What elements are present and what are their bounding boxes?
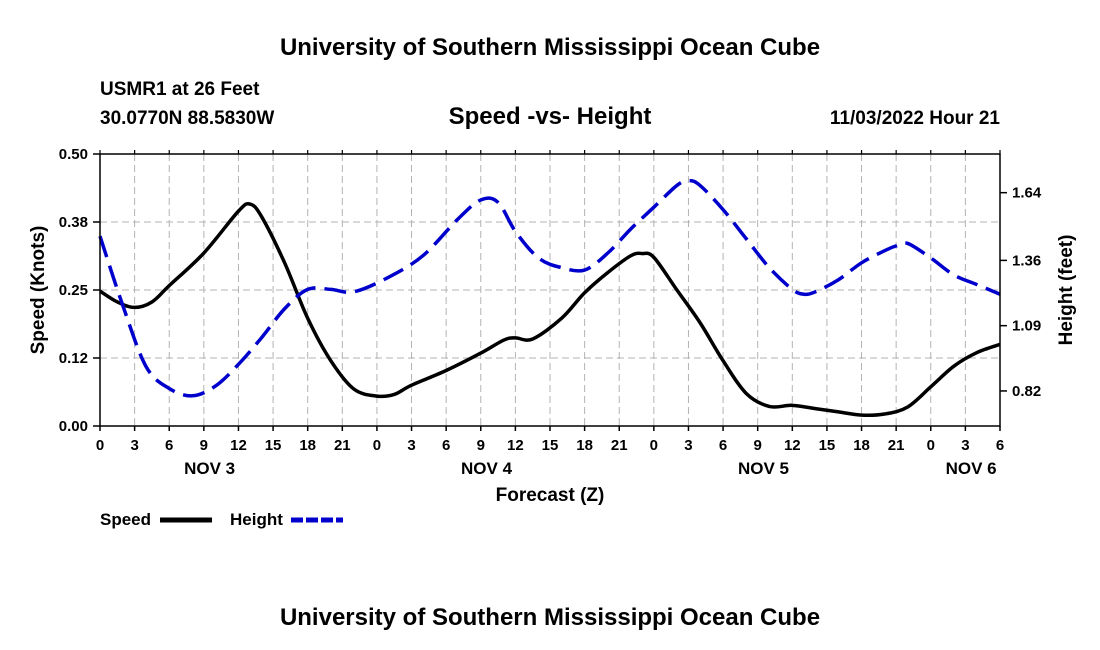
x-tick-label: 15 xyxy=(819,437,836,454)
y-axis-left-label: Speed (Knots) xyxy=(28,226,49,355)
x-tick-label: 6 xyxy=(719,437,727,454)
legend: Speed Height xyxy=(100,510,343,529)
x-tick-label: 18 xyxy=(576,437,593,454)
date-label: NOV 4 xyxy=(461,459,513,478)
y-right-tick-label: 1.09 xyxy=(1012,318,1041,335)
x-tick-label: 3 xyxy=(407,437,415,454)
series-line-speed xyxy=(99,201,1001,418)
date-label: NOV 5 xyxy=(738,459,789,478)
x-tick-label: 9 xyxy=(477,437,485,454)
footer-title: University of Southern Mississippi Ocean… xyxy=(280,604,820,631)
y-right-tick-label: 1.64 xyxy=(1012,185,1042,202)
x-tick-label: 0 xyxy=(96,437,104,454)
x-tick-label: 0 xyxy=(927,437,935,454)
x-tick-label: 9 xyxy=(200,437,208,454)
x-tick-label: 3 xyxy=(130,437,138,454)
x-tick-label: 18 xyxy=(853,437,870,454)
x-tick-label: 15 xyxy=(542,437,559,454)
forecast-timestamp: 11/03/2022 Hour 21 xyxy=(830,108,1000,129)
x-tick-label: 3 xyxy=(684,437,692,454)
x-tick-label: 0 xyxy=(373,437,381,454)
y-right-tick-label: 0.82 xyxy=(1012,383,1041,400)
y-left-tick-label: 0.38 xyxy=(59,214,88,231)
x-tick-label: 12 xyxy=(507,437,524,454)
chart-subtitle: Speed -vs- Height xyxy=(449,103,652,130)
x-axis-label: Forecast (Z) xyxy=(496,485,605,506)
x-tick-label: 6 xyxy=(996,437,1004,454)
x-tick-label: 9 xyxy=(754,437,762,454)
x-tick-label: 12 xyxy=(784,437,801,454)
station-name: USMR1 at 26 Feet xyxy=(100,79,260,100)
x-tick-label: 12 xyxy=(230,437,247,454)
y-left-tick-label: 0.50 xyxy=(59,146,88,163)
x-tick-label: 0 xyxy=(650,437,658,454)
grid xyxy=(100,154,1000,426)
x-tick-label: 6 xyxy=(442,437,450,454)
chart-title: University of Southern Mississippi Ocean… xyxy=(280,34,820,61)
y-axis-right-label: Height (feet) xyxy=(1056,235,1077,346)
x-tick-label: 21 xyxy=(888,437,905,454)
x-tick-label: 21 xyxy=(611,437,628,454)
station-coordinates: 30.0770N 88.5830W xyxy=(100,108,274,129)
series-lines xyxy=(98,178,1001,418)
x-tick-label: 18 xyxy=(299,437,316,454)
legend-speed-label: Speed xyxy=(100,510,151,529)
x-tick-label: 6 xyxy=(165,437,173,454)
plot-frame xyxy=(99,153,1001,427)
y-left-tick-label: 0.25 xyxy=(59,282,88,299)
x-tick-label: 3 xyxy=(961,437,969,454)
legend-height-label: Height xyxy=(230,510,283,529)
x-tick-label: 15 xyxy=(265,437,282,454)
y-left-tick-label: 0.00 xyxy=(59,418,88,435)
x-tick-label: 21 xyxy=(334,437,351,454)
y-left-tick-label: 0.12 xyxy=(59,350,88,367)
series-line-height xyxy=(98,178,1001,398)
y-right-tick-label: 1.36 xyxy=(1012,252,1041,269)
date-label: NOV 3 xyxy=(184,459,235,478)
date-label: NOV 6 xyxy=(946,459,997,478)
axes: 0 3 6 9 12 15 18 21 0 3 6 9 12 15 18 21 0 3 6 9 12 15 18 21 0 3 6N… xyxy=(59,146,1042,478)
